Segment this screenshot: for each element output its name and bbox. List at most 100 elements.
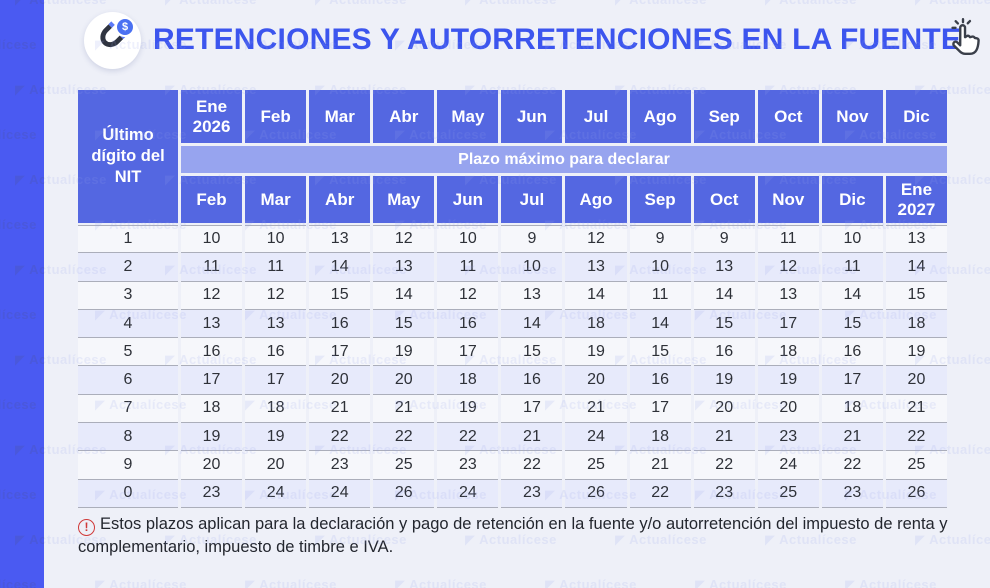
deadline-cell-digit4-col6: 14 bbox=[501, 309, 563, 339]
watermark-text: ◤ Actualícese bbox=[615, 0, 707, 8]
deadline-cell-digit0-col10: 25 bbox=[757, 479, 819, 508]
table-header: Último dígito del NIT Ene 2026 Feb Mar Abr M… bbox=[78, 90, 947, 223]
deadline-cell-digit6-col8: 16 bbox=[629, 366, 691, 395]
deadline-cell-digit6-col11: 17 bbox=[821, 366, 883, 395]
deadline-cell-digit8-col8: 18 bbox=[629, 423, 691, 452]
deadline-cell-digit8-col3: 22 bbox=[309, 423, 371, 452]
month-header-top-jun: Jun bbox=[501, 90, 563, 143]
watermark-text: ◤ Actualícese bbox=[695, 577, 787, 588]
deadline-cell-digit0-col1: 23 bbox=[181, 479, 243, 508]
month-header-top-feb: Feb bbox=[245, 90, 307, 143]
deadline-cell-digit7-col12: 21 bbox=[885, 394, 947, 424]
deadline-cell-digit1-col3: 13 bbox=[309, 225, 371, 254]
month-header-top-dic: Dic bbox=[885, 90, 947, 143]
month-header-top-abr: Abr bbox=[373, 90, 435, 143]
deadline-cell-digit0-col3: 24 bbox=[309, 479, 371, 508]
deadline-cell-digit1-col11: 10 bbox=[821, 225, 883, 254]
deadline-cell-digit2-col10: 12 bbox=[757, 253, 819, 282]
nit-digit-7: 7 bbox=[78, 394, 178, 424]
watermark-text: ◤ Actualícese bbox=[465, 0, 557, 8]
deadline-cell-digit5-col2: 16 bbox=[245, 338, 307, 367]
deadline-cell-digit9-col11: 22 bbox=[821, 451, 883, 480]
deadline-cell-digit4-col7: 18 bbox=[565, 309, 627, 339]
alert-icon: ! bbox=[78, 518, 95, 536]
watermark-text: ◤ Actualícese bbox=[845, 577, 937, 588]
deadline-cell-digit9-col4: 25 bbox=[373, 451, 435, 480]
tax-deadline-table: Último dígito del NIT Ene 2026 Feb Mar Abr M… bbox=[78, 90, 947, 508]
watermark-text: ◤ Actualícese bbox=[395, 577, 487, 588]
month-header-top-oct: Oct bbox=[757, 90, 819, 143]
deadline-cell-digit1-col12: 13 bbox=[885, 225, 947, 254]
watermark-text: ◤ Actualícese bbox=[95, 577, 187, 588]
deadline-cell-digit2-col1: 11 bbox=[181, 253, 243, 282]
deadline-cell-digit1-col4: 12 bbox=[373, 225, 435, 254]
deadline-cell-digit3-col10: 13 bbox=[757, 281, 819, 310]
deadline-cell-digit2-col2: 11 bbox=[245, 253, 307, 282]
deadline-cell-digit7-col4: 21 bbox=[373, 394, 435, 424]
month-header-top-ago: Ago bbox=[629, 90, 691, 143]
deadline-cell-digit5-col12: 19 bbox=[885, 338, 947, 367]
deadline-cell-digit2-col9: 13 bbox=[693, 253, 755, 282]
deadline-cell-digit4-col4: 15 bbox=[373, 309, 435, 339]
deadline-cell-digit0-col8: 22 bbox=[629, 479, 691, 508]
deadline-cell-digit0-col11: 23 bbox=[821, 479, 883, 508]
deadline-cell-digit2-col7: 13 bbox=[565, 253, 627, 282]
deadline-cell-digit8-col5: 22 bbox=[437, 423, 499, 452]
deadline-cell-digit4-col11: 15 bbox=[821, 309, 883, 339]
deadline-cell-digit3-col7: 14 bbox=[565, 281, 627, 310]
deadline-cell-digit7-col10: 20 bbox=[757, 394, 819, 424]
page-title: RETENCIONES Y AUTORRETENCIONES EN LA FUE… bbox=[153, 23, 962, 56]
deadline-cell-digit2-col4: 13 bbox=[373, 253, 435, 282]
deadline-cell-digit7-col2: 18 bbox=[245, 394, 307, 424]
month-header-top-mar: Mar bbox=[309, 90, 371, 143]
deadline-cell-digit1-col8: 9 bbox=[629, 225, 691, 254]
deadline-cell-digit4-col8: 14 bbox=[629, 309, 691, 339]
deadline-cell-digit0-col7: 26 bbox=[565, 479, 627, 508]
magnet-icon: $ bbox=[84, 11, 141, 69]
deadline-cell-digit8-col10: 23 bbox=[757, 423, 819, 452]
deadline-cell-digit9-col2: 20 bbox=[245, 451, 307, 480]
deadline-cell-digit2-col6: 10 bbox=[501, 253, 563, 282]
deadline-cell-digit5-col7: 19 bbox=[565, 338, 627, 367]
footer-note-text: Estos plazos aplican para la declaración… bbox=[78, 515, 948, 556]
watermark-text: ◤ Actualícese bbox=[915, 0, 990, 8]
nit-digit-2: 2 bbox=[78, 253, 178, 282]
nit-digit-8: 8 bbox=[78, 423, 178, 452]
tap-hand-cursor-icon bbox=[951, 18, 980, 56]
deadline-cell-digit4-col10: 17 bbox=[757, 309, 819, 339]
footer-note: ! Estos plazos aplican para la declaració… bbox=[78, 513, 952, 558]
deadline-cell-digit8-col12: 22 bbox=[885, 423, 947, 452]
month-header-bottom-nov: Nov bbox=[757, 176, 819, 223]
corner-header-ultimo-digito-nit: Último dígito del NIT bbox=[78, 90, 178, 223]
watermark-text: ◤ Actualícese bbox=[245, 577, 337, 588]
deadline-cell-digit0-col2: 24 bbox=[245, 479, 307, 508]
deadline-cell-digit1-col9: 9 bbox=[693, 225, 755, 254]
deadline-cell-digit9-col9: 22 bbox=[693, 451, 755, 480]
deadline-cell-digit7-col7: 21 bbox=[565, 394, 627, 424]
deadline-cell-digit3-col1: 12 bbox=[181, 281, 243, 310]
deadline-cell-digit6-col4: 20 bbox=[373, 366, 435, 395]
deadline-cell-digit4-col9: 15 bbox=[693, 309, 755, 339]
nit-digit-9: 9 bbox=[78, 451, 178, 480]
month-header-top-sep: Sep bbox=[693, 90, 755, 143]
table-body: 1 10 10 13 12 10 9 12 9 9 11 10 13 2 11 11 14 13 11 10 13 10 1… bbox=[78, 225, 947, 508]
deadline-cell-digit1-col1: 10 bbox=[181, 225, 243, 254]
deadline-cell-digit3-col11: 14 bbox=[821, 281, 883, 310]
deadline-cell-digit7-col1: 18 bbox=[181, 394, 243, 424]
deadline-cell-digit9-col12: 25 bbox=[885, 451, 947, 480]
month-header-bottom-may: May bbox=[373, 176, 435, 223]
deadline-cell-digit6-col1: 17 bbox=[181, 366, 243, 395]
nit-digit-1: 1 bbox=[78, 225, 178, 254]
deadline-cell-digit2-col5: 11 bbox=[437, 253, 499, 282]
nit-digit-5: 5 bbox=[78, 338, 178, 367]
deadline-cell-digit5-col4: 19 bbox=[373, 338, 435, 367]
deadline-cell-digit7-col6: 17 bbox=[501, 394, 563, 424]
month-header-top-jul: Jul bbox=[565, 90, 627, 143]
month-header-top-may: May bbox=[437, 90, 499, 143]
month-header-bottom-jun: Jun bbox=[437, 176, 499, 223]
deadline-cell-digit7-col5: 19 bbox=[437, 394, 499, 424]
watermark-text: ◤ Actualícese bbox=[165, 0, 257, 8]
month-header-top-ene-2026: Ene 2026 bbox=[181, 90, 243, 143]
month-header-bottom-sep: Sep bbox=[629, 176, 691, 223]
